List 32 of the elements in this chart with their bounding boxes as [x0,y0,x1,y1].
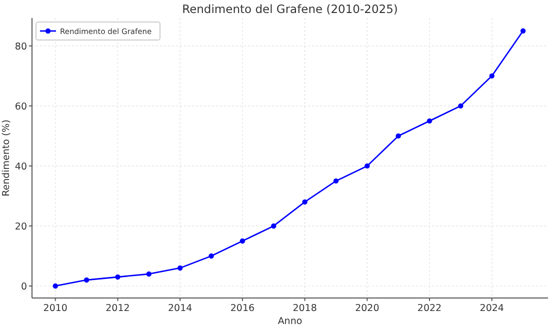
y-tick-label: 60 [14,101,27,112]
point [458,103,464,109]
y-tick-label: 40 [14,161,27,172]
point [333,178,339,184]
y-tick-label: 80 [14,41,27,52]
y-tick-label: 0 [20,281,27,292]
x-tick-label: 2014 [168,303,192,314]
point [364,163,370,169]
point [302,199,308,205]
point [84,277,90,283]
point [520,28,526,34]
x-tick-label: 2016 [230,303,255,314]
y-tick-label: 20 [14,221,27,232]
point [115,274,120,280]
point [146,271,152,277]
point [426,118,432,124]
x-tick-label: 2024 [480,303,504,314]
x-axis-title: Anno [278,316,302,327]
chart-title: Rendimento del Grafene (2010-2025) [182,2,398,16]
x-tick-label: 2020 [355,303,380,314]
x-tick-label: 2018 [292,303,317,314]
point [396,133,401,139]
point [208,253,214,259]
point [240,238,246,244]
x-tick-label: 2022 [417,303,442,314]
point [177,265,183,271]
point [489,73,494,79]
point [271,223,276,229]
y-axis-title: Rendimento (%) [1,120,12,196]
x-tick-label: 2012 [106,303,130,314]
point [52,283,58,289]
x-tick-label: 2010 [43,303,68,314]
